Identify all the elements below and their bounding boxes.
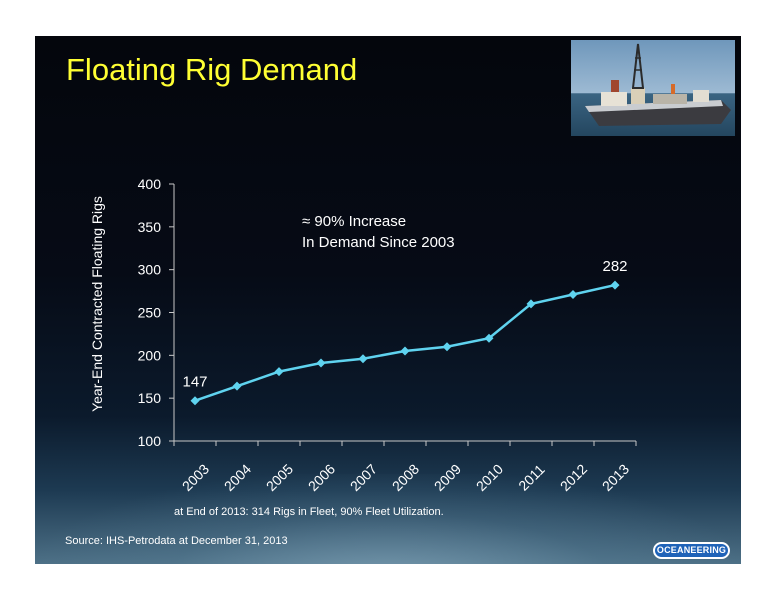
- x-tick-label: 2011: [515, 461, 548, 494]
- y-tick-label: 300: [138, 262, 162, 278]
- x-tick-label: 2008: [389, 461, 422, 494]
- data-point-marker: [274, 367, 284, 377]
- data-point-marker: [442, 342, 452, 352]
- y-tick-label: 350: [138, 219, 162, 235]
- drillship-photo: [571, 40, 735, 136]
- slide-title: Floating Rig Demand: [66, 52, 358, 87]
- data-point-marker: [400, 346, 410, 356]
- data-point-marker: [190, 396, 200, 406]
- data-point-marker: [610, 280, 620, 290]
- data-label: 147: [182, 374, 207, 391]
- data-point-marker: [232, 381, 242, 391]
- y-tick-label: 400: [138, 176, 162, 192]
- y-tick-label: 150: [138, 390, 162, 406]
- x-tick-label: 2010: [473, 461, 506, 494]
- x-tick-label: 2004: [221, 461, 254, 494]
- data-point-marker: [316, 358, 326, 368]
- ocean-floor-texture: [35, 474, 741, 564]
- x-tick-label: 2009: [431, 461, 464, 494]
- data-point-marker: [568, 290, 578, 300]
- source-note: Source: IHS-Petrodata at December 31, 20…: [65, 535, 288, 547]
- x-tick-label: 2013: [599, 461, 632, 494]
- y-tick-label: 200: [138, 347, 162, 363]
- data-label: 282: [602, 258, 627, 275]
- fleet-footnote: at End of 2013: 314 Rigs in Fleet, 90% F…: [174, 506, 444, 518]
- annotation-line-2: In Demand Since 2003: [302, 234, 455, 251]
- series-line: [194, 283, 616, 402]
- x-tick-label: 2006: [305, 461, 338, 494]
- annotation-line-1: ≈ 90% Increase: [302, 213, 406, 230]
- x-tick-label: 2003: [179, 461, 212, 494]
- x-tick-label: 2012: [557, 461, 590, 494]
- chart-series: [190, 280, 620, 406]
- chart-labels: 147 282: [182, 258, 627, 391]
- y-tick-label: 100: [138, 433, 162, 449]
- x-tick-label: 2005: [263, 461, 296, 494]
- data-point-marker: [526, 299, 536, 309]
- oceaneering-logo: OCEANEERING: [653, 542, 730, 559]
- y-tick-label: 250: [138, 305, 162, 321]
- x-tick-label: 2007: [347, 461, 380, 494]
- data-point-marker: [484, 333, 494, 343]
- data-point-marker: [358, 354, 368, 364]
